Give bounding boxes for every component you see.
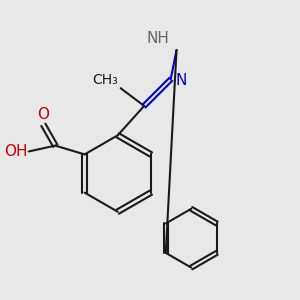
Text: O: O [38,107,50,122]
Text: CH₃: CH₃ [92,73,118,87]
Text: N: N [175,74,186,88]
Text: OH: OH [4,144,27,159]
Text: NH: NH [146,31,169,46]
